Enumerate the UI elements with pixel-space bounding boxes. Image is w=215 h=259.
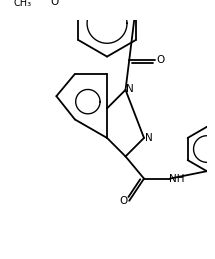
Text: NH: NH: [169, 174, 184, 184]
Text: O: O: [50, 0, 58, 7]
Text: O: O: [157, 55, 165, 65]
Text: N: N: [145, 133, 152, 143]
Text: N: N: [126, 84, 134, 94]
Text: CH₃: CH₃: [14, 0, 32, 8]
Text: O: O: [120, 196, 128, 206]
